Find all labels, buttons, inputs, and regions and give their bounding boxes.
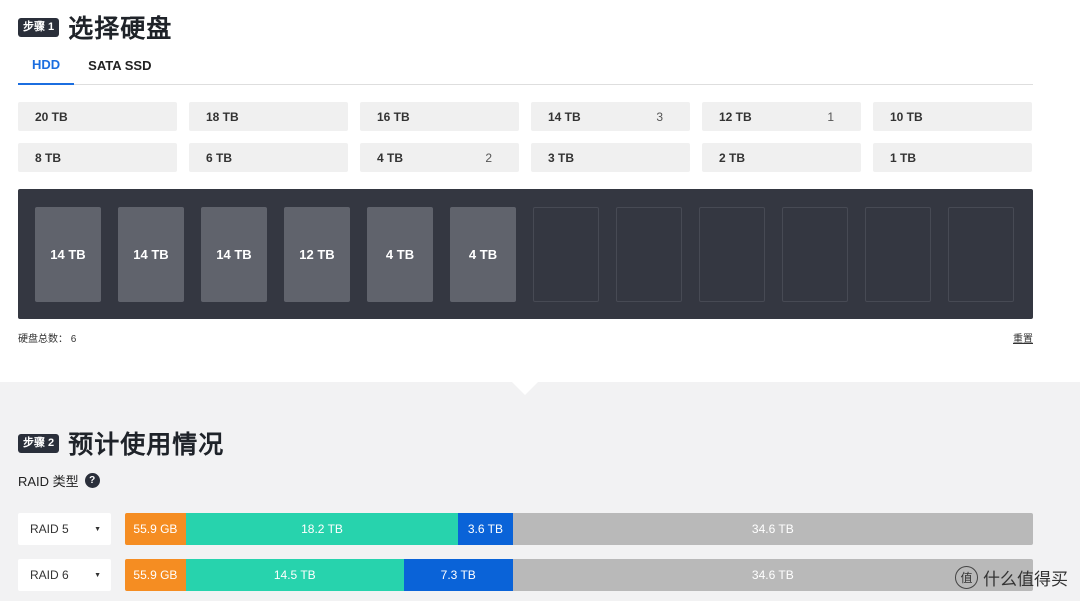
disk-type-tabs: HDD SATA SSD — [18, 45, 1033, 85]
step2-badge: 步骤 2 — [18, 433, 60, 453]
drive-slot-filled[interactable]: 14 TB — [118, 207, 184, 302]
capacity-chip[interactable]: 1 TB — [873, 143, 1032, 172]
usage-segment: 3.6 TB — [458, 513, 513, 545]
raid-select-value: RAID 6 — [30, 568, 69, 582]
capacity-chip[interactable]: 14 TB 3 — [531, 102, 690, 131]
raid-row: RAID 6 ▼ 55.9 GB 14.5 TB 7.3 TB 34.6 TB — [18, 559, 1033, 591]
raid-type-text: RAID 类型 — [18, 474, 79, 489]
drive-slot-empty — [865, 207, 931, 302]
chip-label: 4 TB — [377, 150, 404, 165]
chip-count: 2 — [485, 150, 492, 165]
drive-slot-filled[interactable]: 14 TB — [35, 207, 101, 302]
step1-title: 选择硬盘 — [68, 15, 173, 43]
capacity-chip[interactable]: 10 TB — [873, 102, 1032, 131]
capacity-chip[interactable]: 6 TB — [189, 143, 348, 172]
capacity-chip[interactable]: 8 TB — [18, 143, 177, 172]
chip-label: 14 TB — [548, 109, 581, 124]
chip-label: 2 TB — [719, 150, 746, 165]
help-icon[interactable]: ? — [84, 473, 100, 488]
tab-hdd[interactable]: HDD — [18, 45, 75, 85]
usage-segment: 34.6 TB — [512, 559, 1033, 591]
usage-bar: 55.9 GB 14.5 TB 7.3 TB 34.6 TB — [125, 559, 1033, 591]
raid-select-value: RAID 5 — [30, 522, 69, 536]
total-disks-value: 6 — [70, 334, 77, 345]
drive-slot-filled[interactable]: 4 TB — [367, 207, 433, 302]
drive-slot-empty — [533, 207, 599, 302]
step2-header: 步骤 2 预计使用情况 — [18, 425, 224, 461]
drive-slots: 14 TB 14 TB 14 TB 12 TB 4 TB 4 TB — [35, 207, 1014, 302]
step2-title: 预计使用情况 — [68, 431, 225, 459]
capacity-chip[interactable]: 20 TB — [18, 102, 177, 131]
raid-type-label: RAID 类型 ? — [18, 471, 100, 490]
chip-label: 10 TB — [890, 109, 923, 124]
drive-bay-panel: 14 TB 14 TB 14 TB 12 TB 4 TB 4 TB — [18, 189, 1033, 319]
step1-header: 步骤 1 选择硬盘 — [18, 9, 172, 45]
watermark-text: 什么值得买 — [983, 570, 1068, 589]
raid-row: RAID 5 ▼ 55.9 GB 18.2 TB 3.6 TB 34.6 TB — [18, 513, 1033, 545]
usage-segment: 34.6 TB — [512, 513, 1033, 545]
chip-count: 3 — [656, 109, 663, 124]
step1-badge: 步骤 1 — [18, 17, 60, 37]
raid-select[interactable]: RAID 5 ▼ — [18, 513, 111, 545]
tab-sata-ssd[interactable]: SATA SSD — [88, 57, 152, 73]
capacity-chip[interactable]: 3 TB — [531, 143, 690, 172]
drive-slot-filled[interactable]: 14 TB — [201, 207, 267, 302]
capacity-chip-grid: 20 TB 18 TB 16 TB 14 TB 3 12 TB 1 10 TB 8 … — [18, 102, 1033, 172]
reset-link[interactable]: 重置 — [1013, 334, 1033, 345]
total-disks: 硬盘总数： 6 — [18, 330, 76, 345]
usage-segment: 7.3 TB — [403, 559, 513, 591]
capacity-chip[interactable]: 18 TB — [189, 102, 348, 131]
section-pointer — [512, 382, 538, 395]
chip-label: 18 TB — [206, 109, 239, 124]
chip-label: 16 TB — [377, 109, 410, 124]
total-disks-label: 硬盘总数： — [18, 334, 68, 345]
usage-segment: 14.5 TB — [185, 559, 404, 591]
chip-count: 1 — [827, 109, 834, 124]
drive-slot-empty — [948, 207, 1014, 302]
chevron-down-icon: ▼ — [94, 525, 101, 533]
chip-label: 12 TB — [719, 109, 752, 124]
drive-slot-empty — [699, 207, 765, 302]
usage-bar: 55.9 GB 18.2 TB 3.6 TB 34.6 TB — [125, 513, 1033, 545]
usage-segment: 18.2 TB — [185, 513, 459, 545]
drive-slot-empty — [782, 207, 848, 302]
usage-segment: 55.9 GB — [125, 513, 186, 545]
chip-label: 20 TB — [35, 109, 68, 124]
chip-label: 8 TB — [35, 150, 62, 165]
capacity-chip[interactable]: 12 TB 1 — [702, 102, 861, 131]
drive-slot-filled[interactable]: 4 TB — [450, 207, 516, 302]
chip-label: 3 TB — [548, 150, 575, 165]
chevron-down-icon: ▼ — [94, 571, 101, 579]
drive-slot-empty — [616, 207, 682, 302]
capacity-chip[interactable]: 4 TB 2 — [360, 143, 519, 172]
chip-label: 6 TB — [206, 150, 233, 165]
watermark: 值 什么值得买 — [955, 565, 1068, 590]
usage-segment: 55.9 GB — [125, 559, 186, 591]
chip-label: 1 TB — [890, 150, 917, 165]
raid-select[interactable]: RAID 6 ▼ — [18, 559, 111, 591]
capacity-chip[interactable]: 16 TB — [360, 102, 519, 131]
capacity-chip[interactable]: 2 TB — [702, 143, 861, 172]
watermark-logo-icon: 值 — [955, 566, 978, 589]
drive-slot-filled[interactable]: 12 TB — [284, 207, 350, 302]
